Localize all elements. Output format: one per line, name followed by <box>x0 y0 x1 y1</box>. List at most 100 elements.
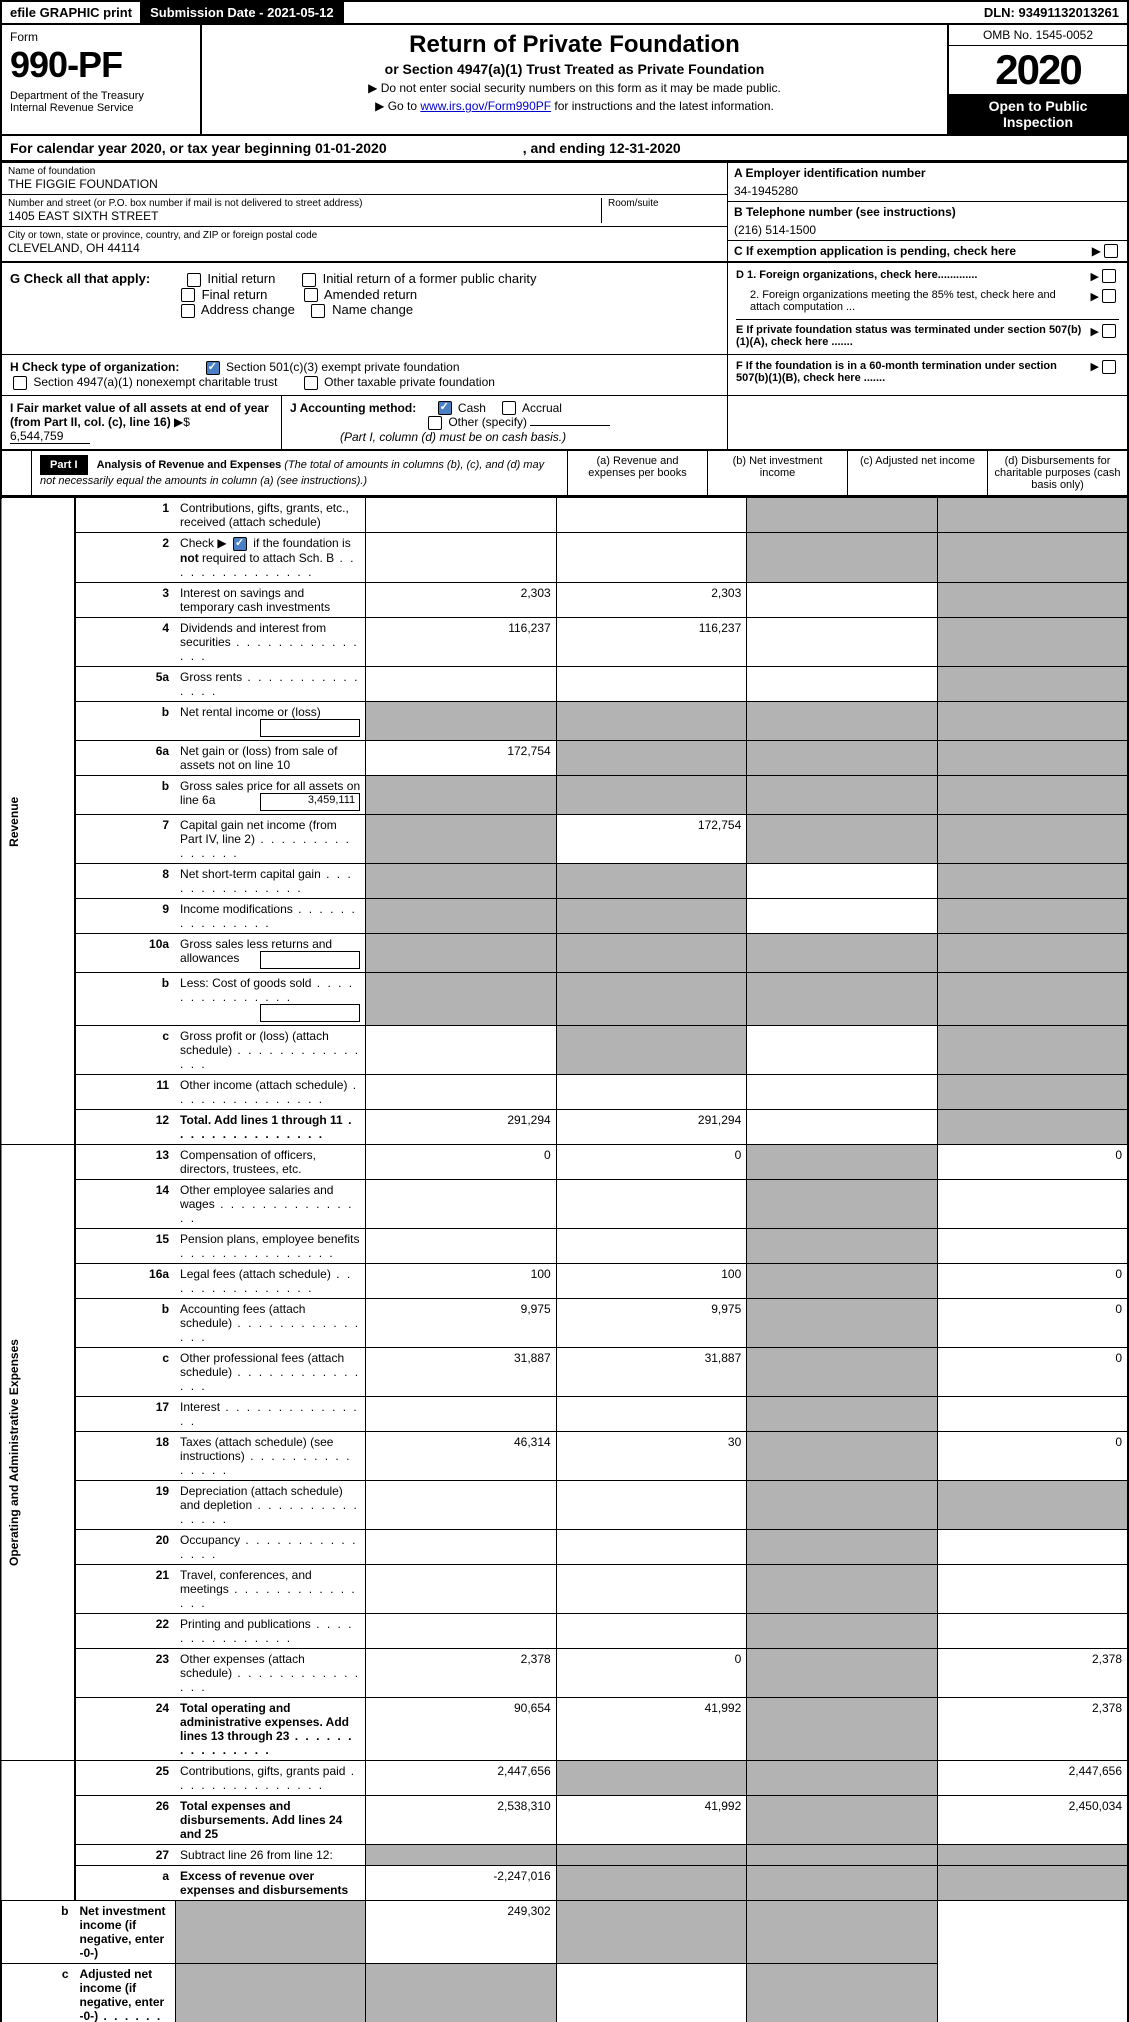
g-name-change-checkbox[interactable] <box>311 304 325 318</box>
table-row: 25Contributions, gifts, grants paid2,447… <box>1 1761 1128 1796</box>
note-goto-prefix: ▶ Go to <box>375 99 420 113</box>
table-row: 4Dividends and interest from securities1… <box>1 618 1128 667</box>
e-checkbox[interactable] <box>1102 324 1116 338</box>
f-checkbox[interactable] <box>1102 360 1116 374</box>
dept-treasury: Department of the Treasury Internal Reve… <box>10 90 192 114</box>
table-row: 26Total expenses and disbursements. Add … <box>1 1796 1128 1845</box>
j-accrual-checkbox[interactable] <box>502 401 516 415</box>
arrow-icon: ▶ <box>1091 360 1099 373</box>
arrow-icon: ▶ <box>1091 270 1099 283</box>
dots-leader <box>180 1246 335 1260</box>
table-row: 24Total operating and administrative exp… <box>1 1698 1128 1761</box>
amt-col-c <box>747 702 938 741</box>
amt-col-b <box>556 1845 747 1866</box>
row-desc: Net short-term capital gain <box>175 864 366 899</box>
e-label: E If private foundation status was termi… <box>736 324 1087 348</box>
g-amended-checkbox[interactable] <box>304 288 318 302</box>
table-row: 22Printing and publications <box>1 1614 1128 1649</box>
g-final-return-checkbox[interactable] <box>181 288 195 302</box>
amt-col-a: 2,538,310 <box>366 1796 557 1845</box>
row-number: b <box>75 973 176 1026</box>
ein-cell: A Employer identification number 34-1945… <box>728 163 1127 202</box>
amt-col-a <box>366 1845 557 1866</box>
amt-col-c <box>747 1299 938 1348</box>
foundation-name-label: Name of foundation <box>8 166 721 177</box>
irs-link[interactable]: www.irs.gov/Form990PF <box>420 99 551 113</box>
amt-col-d <box>937 741 1128 776</box>
amt-col-c <box>747 934 938 973</box>
amt-col-a <box>366 1565 557 1614</box>
amt-col-a <box>366 1180 557 1229</box>
e-item: E If private foundation status was termi… <box>736 319 1119 348</box>
amt-col-a <box>366 533 557 583</box>
g-initial-return-checkbox[interactable] <box>187 273 201 287</box>
section-d-e: D 1. Foreign organizations, check here..… <box>727 263 1127 354</box>
d1-checkbox[interactable] <box>1102 269 1116 283</box>
amt-col-b: 0 <box>556 1649 747 1698</box>
g-initial-former-checkbox[interactable] <box>302 273 316 287</box>
amt-col-c <box>747 741 938 776</box>
amt-col-b: 9,975 <box>556 1299 747 1348</box>
table-row: Revenue1Contributions, gifts, grants, et… <box>1 498 1128 533</box>
address-value: 1405 EAST SIXTH STREET <box>8 209 601 223</box>
amt-col-b <box>556 741 747 776</box>
section-h-left: H Check type of organization: Section 50… <box>2 355 727 395</box>
table-row: 10aGross sales less returns and allowanc… <box>1 934 1128 973</box>
row-number: 3 <box>75 583 176 618</box>
row-number: 8 <box>75 864 176 899</box>
amt-col-c <box>747 864 938 899</box>
row-number: 17 <box>75 1397 176 1432</box>
h-501c3-checkbox[interactable] <box>206 361 220 375</box>
row-number: 11 <box>75 1075 176 1110</box>
section-i-j: I Fair market value of all assets at end… <box>2 395 1127 450</box>
table-row: 3Interest on savings and temporary cash … <box>1 583 1128 618</box>
g-opt-5: Name change <box>332 302 413 317</box>
amt-col-b: 116,237 <box>556 618 747 667</box>
row-desc: Capital gain net income (from Part IV, l… <box>175 815 366 864</box>
row-desc: Other income (attach schedule) <box>175 1075 366 1110</box>
row-number: 6a <box>75 741 176 776</box>
amt-col-a: 291,294 <box>366 1110 557 1145</box>
g-address-change-checkbox[interactable] <box>181 304 195 318</box>
table-row: 9Income modifications <box>1 899 1128 934</box>
amt-col-d: 0 <box>937 1299 1128 1348</box>
schb-checkbox[interactable] <box>233 537 247 551</box>
amt-col-d <box>937 934 1128 973</box>
amt-col-b <box>556 667 747 702</box>
amt-col-b <box>556 1761 747 1796</box>
row-desc: Dividends and interest from securities <box>175 618 366 667</box>
info-left: Name of foundation THE FIGGIE FOUNDATION… <box>2 163 727 261</box>
row-number: 13 <box>75 1145 176 1180</box>
d2-checkbox[interactable] <box>1102 289 1116 303</box>
amt-col-b: 100 <box>556 1264 747 1299</box>
dln: DLN: 93491132013261 <box>976 2 1127 23</box>
info-right: A Employer identification number 34-1945… <box>727 163 1127 261</box>
table-row: 19Depreciation (attach schedule) and dep… <box>1 1481 1128 1530</box>
amt-col-c <box>747 1845 938 1866</box>
row-number: 9 <box>75 899 176 934</box>
amt-col-b <box>556 934 747 973</box>
exemption-checkbox[interactable] <box>1104 244 1118 258</box>
f-label: F If the foundation is in a 60-month ter… <box>736 360 1091 384</box>
side-label-expenses: Operating and Administrative Expenses <box>1 1145 75 1761</box>
row-desc: Net gain or (loss) from sale of assets n… <box>175 741 366 776</box>
section-f: F If the foundation is in a 60-month ter… <box>727 355 1127 395</box>
row-number: c <box>1 1964 75 2022</box>
h-4947-checkbox[interactable] <box>13 376 27 390</box>
h-other-taxable-checkbox[interactable] <box>304 376 318 390</box>
amt-col-b: 41,992 <box>556 1698 747 1761</box>
row-number: 15 <box>75 1229 176 1264</box>
table-row: bLess: Cost of goods sold <box>1 973 1128 1026</box>
amt-col-c <box>747 1264 938 1299</box>
row-desc: Taxes (attach schedule) (see instruction… <box>175 1432 366 1481</box>
j-other-checkbox[interactable] <box>428 416 442 430</box>
j-cash-checkbox[interactable] <box>438 401 452 415</box>
h-opt-1: Section 501(c)(3) exempt private foundat… <box>226 360 459 374</box>
row-desc: Printing and publications <box>175 1614 366 1649</box>
header-left: Form 990-PF Department of the Treasury I… <box>2 25 202 134</box>
table-row: 15Pension plans, employee benefits <box>1 1229 1128 1264</box>
amt-col-b: 41,992 <box>556 1796 747 1845</box>
room-label: Room/suite <box>608 198 721 209</box>
amt-col-c <box>747 1075 938 1110</box>
omb-number: OMB No. 1545-0052 <box>949 25 1127 46</box>
